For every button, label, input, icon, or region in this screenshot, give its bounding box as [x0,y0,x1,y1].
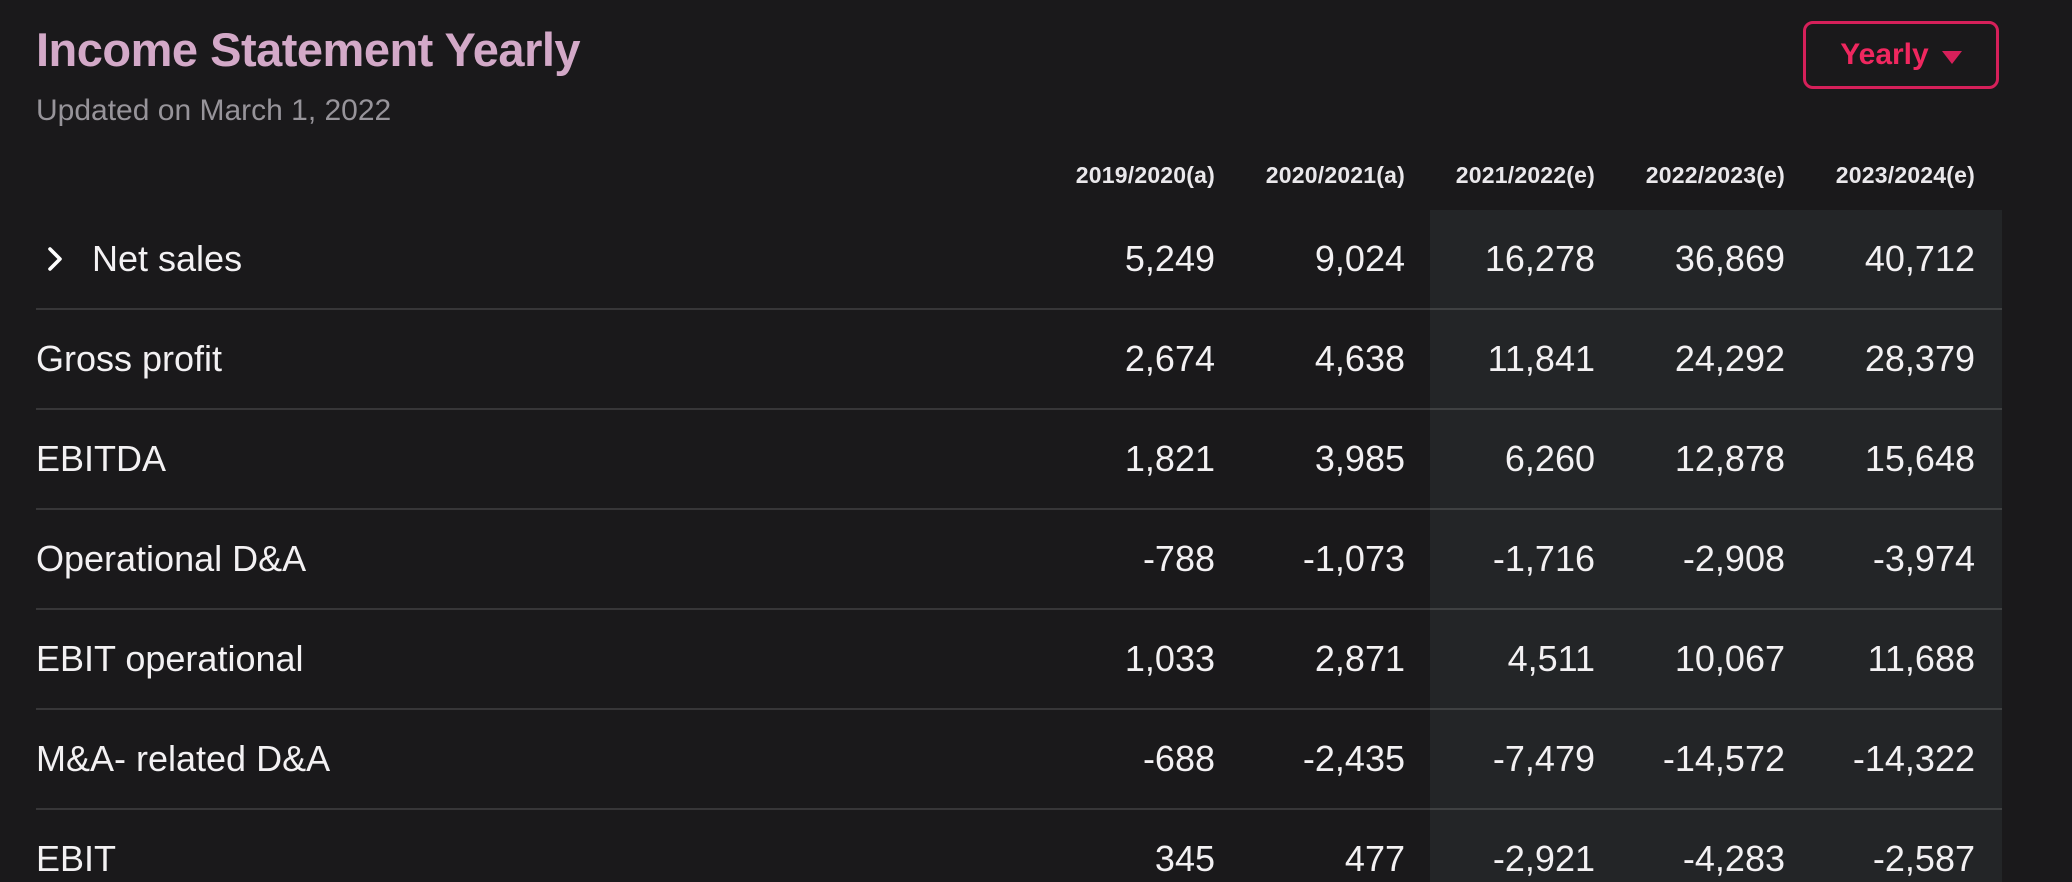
column-header: 2023/2024(e) [1835,161,1975,188]
table-row[interactable]: Net sales 5,249 9,024 16,278 36,869 40,712 [36,210,2002,310]
table-row: Gross profit 2,674 4,638 11,841 24,292 28,37… [36,310,2002,410]
cell: 2,674 [1124,338,1215,379]
cell: 24,292 [1674,338,1785,379]
column-header: 2021/2022(e) [1455,161,1595,188]
page-title: Income Statement Yearly [36,23,581,76]
cell: 4,511 [1507,638,1595,679]
panel-header: Income Statement Yearly Updated on March… [0,0,2072,140]
cell: 28,379 [1864,338,1975,379]
cell: 11,841 [1487,338,1595,379]
row-label: EBITDA [36,438,167,479]
cell: 6,260 [1504,438,1595,479]
row-label: Net sales [92,238,243,279]
cell: 477 [1344,838,1405,879]
row-label-cell: Gross profit [36,310,1025,408]
table-row: Operational D&A -788 -1,073 -1,716 -2,908 -3… [36,510,2002,610]
cell: 5,249 [1124,238,1215,279]
period-dropdown-label: Yearly [1840,38,1929,71]
cell: -7,479 [1492,738,1595,779]
cell: 1,821 [1124,438,1215,479]
income-statement-table: 2019/2020(a) 2020/2021(a) 2021/2022(e) 2022… [0,140,2072,882]
cell: -14,322 [1852,738,1975,779]
cell: -3,974 [1872,538,1975,579]
row-label: M&A- related D&A [36,738,331,779]
table-row: EBITDA 1,821 3,985 6,260 12,878 15,648 [36,410,2002,510]
cell: 3,985 [1314,438,1405,479]
row-label: EBIT operational [36,638,304,679]
cell: -2,908 [1682,538,1785,579]
cell: 12,878 [1674,438,1785,479]
row-label-cell: EBIT [36,810,1025,882]
table-header-row: 2019/2020(a) 2020/2021(a) 2021/2022(e) 2022… [36,140,2002,210]
row-label-cell: EBIT operational [36,610,1025,708]
header-label-spacer [36,140,1025,210]
row-label-cell: M&A- related D&A [36,710,1025,808]
cell: 16,278 [1484,238,1595,279]
cell: -1,716 [1492,538,1595,579]
cell: -788 [1142,538,1215,579]
cell: 15,648 [1864,438,1975,479]
cell: -2,587 [1872,838,1975,879]
row-label: Gross profit [36,338,223,379]
column-header: 2019/2020(a) [1075,161,1215,188]
estimates-highlight-band [1430,210,2002,882]
row-label: EBIT [36,838,117,879]
column-header: 2020/2021(a) [1265,161,1405,188]
cell: -14,572 [1662,738,1785,779]
cell: 4,638 [1314,338,1405,379]
cell: 2,871 [1314,638,1405,679]
caret-down-icon [1941,50,1962,64]
table-row: EBIT 345 477 -2,921 -4,283 -2,587 [36,810,2002,882]
cell: -1,073 [1302,538,1405,579]
cell: 1,033 [1124,638,1215,679]
row-label-cell: Operational D&A [36,510,1025,608]
table-body: Net sales 5,249 9,024 16,278 36,869 40,712 G… [0,210,2072,882]
chevron-right-icon[interactable] [44,245,66,273]
cell: 345 [1154,838,1215,879]
cell: -688 [1142,738,1215,779]
cell: -2,435 [1302,738,1405,779]
cell: 10,067 [1674,638,1785,679]
row-label-cell: Net sales [36,210,1025,308]
cell: -2,921 [1492,838,1595,879]
column-header: 2022/2023(e) [1645,161,1785,188]
cell: 11,688 [1867,638,1975,679]
cell: 36,869 [1674,238,1785,279]
table-row: M&A- related D&A -688 -2,435 -7,479 -14,572… [36,710,2002,810]
row-label: Operational D&A [36,538,307,579]
cell: -4,283 [1682,838,1785,879]
period-dropdown-button[interactable]: Yearly [1803,21,1999,89]
updated-date: Updated on March 1, 2022 [36,94,392,127]
row-label-cell: EBITDA [36,410,1025,508]
table-row: EBIT operational 1,033 2,871 4,511 10,067 11… [36,610,2002,710]
cell: 40,712 [1864,238,1975,279]
cell: 9,024 [1314,238,1405,279]
